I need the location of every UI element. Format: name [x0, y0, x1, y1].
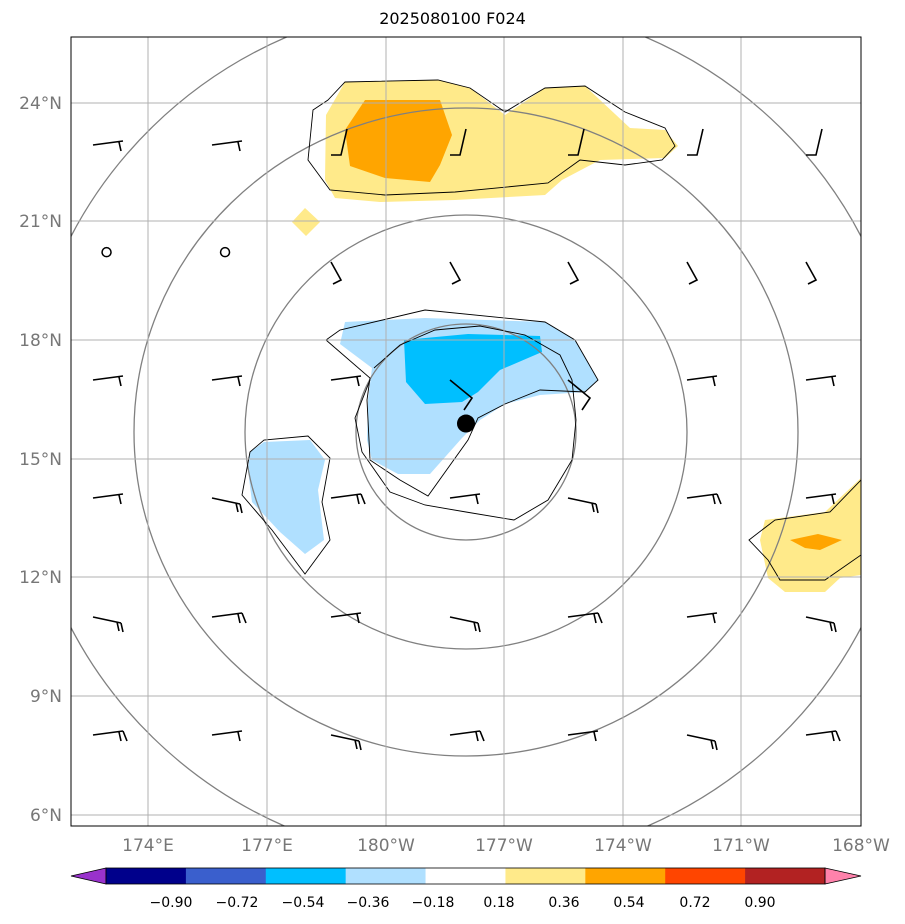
colorbar-segment — [345, 868, 427, 884]
wind-barb — [805, 261, 818, 285]
colorbar-tick-label: 0.18 — [483, 895, 514, 911]
wind-barb — [330, 261, 343, 285]
wind-barb — [330, 612, 362, 624]
wind-barb — [211, 730, 243, 742]
wind-barb — [92, 493, 124, 505]
colorbar-segment — [185, 868, 267, 884]
wind-barb — [686, 375, 718, 387]
wind-barb — [567, 730, 599, 742]
wind-barb — [805, 493, 837, 505]
wind-barb — [92, 616, 124, 633]
lat-label: 12°N — [19, 568, 62, 588]
wind-barb — [449, 493, 481, 505]
colorbar-frame — [105, 867, 826, 885]
wind-barb — [567, 261, 580, 285]
negative-shading-west — [248, 440, 325, 554]
wind-barb — [211, 140, 243, 152]
lon-label: 180°W — [357, 836, 415, 856]
wind-barb — [211, 612, 247, 624]
storm-center-marker — [457, 414, 475, 433]
gridlines — [71, 37, 861, 826]
lat-label: 6°N — [30, 806, 62, 826]
wind-barb — [331, 128, 348, 156]
longitude-labels: 174°E 177°E 180°W 177°W 174°W 171°W 168°… — [122, 836, 890, 856]
wind-barb — [330, 734, 362, 751]
wind-barb — [567, 379, 592, 411]
colorbar-segment — [585, 868, 666, 884]
wind-barb — [450, 128, 467, 156]
wind-barb — [330, 493, 366, 505]
wind-barb — [686, 612, 718, 624]
wind-barb — [687, 128, 704, 156]
lon-label: 174°W — [594, 836, 652, 856]
lat-label: 18°N — [19, 331, 62, 351]
wind-barb — [567, 612, 603, 624]
colorbar-tick-labels: −0.90 −0.72 −0.54 −0.36 −0.18 0.18 0.36 … — [150, 895, 776, 911]
colorbar-segment — [265, 868, 347, 884]
colorbar-tick-label: 0.36 — [548, 895, 579, 911]
wind-barb — [92, 375, 124, 387]
colorbar-segment — [425, 868, 506, 884]
wind-barb — [449, 379, 474, 411]
calm-wind-marker — [101, 246, 112, 258]
calm-wind-marker — [219, 246, 231, 258]
strong-negative-shading-center — [404, 334, 542, 404]
latitude-labels: 24°N 21°N 18°N 15°N 12°N 9°N 6°N — [19, 94, 62, 826]
lat-label: 21°N — [19, 212, 62, 232]
wind-barbs — [92, 128, 841, 751]
colorbar-segment — [745, 868, 826, 884]
wind-barb — [686, 493, 722, 505]
wind-barb — [568, 128, 585, 156]
wind-barb — [449, 730, 485, 742]
station-markers — [101, 246, 475, 433]
wind-barb — [92, 730, 128, 742]
colorbar-tick-label: −0.54 — [282, 895, 325, 911]
contour-outlines — [241, 79, 861, 581]
colorbar-tick-label: −0.72 — [216, 895, 259, 911]
wind-barb — [330, 375, 362, 387]
colorbar — [70, 867, 862, 885]
colorbar-segment — [106, 868, 187, 884]
wind-barb — [805, 375, 837, 387]
lon-label: 177°W — [475, 836, 533, 856]
colorbar-tick-label: −0.18 — [412, 895, 455, 911]
chart-title: 2025080100 F024 — [379, 9, 526, 28]
range-circles — [71, 37, 861, 826]
lon-label: 177°E — [241, 836, 293, 856]
colorbar-tick-label: 0.72 — [679, 895, 710, 911]
lat-label: 9°N — [30, 687, 62, 707]
colorbar-tick-label: −0.90 — [150, 895, 193, 911]
wind-barb — [805, 616, 837, 633]
plot-frame — [70, 36, 862, 827]
lon-label: 171°W — [712, 836, 770, 856]
colorbar-extend-high — [824, 867, 862, 885]
wind-barb — [806, 128, 823, 156]
colorbar-tick-label: 0.54 — [613, 895, 644, 911]
colorbar-segment — [665, 868, 746, 884]
colorbar-tick-label: 0.90 — [744, 895, 775, 911]
colorbar-extend-low — [70, 867, 107, 885]
wind-barb — [211, 497, 243, 514]
lat-label: 24°N — [19, 94, 62, 114]
lat-label: 15°N — [19, 450, 62, 470]
wind-barb — [449, 261, 462, 285]
lon-label: 174°E — [122, 836, 174, 856]
wind-barb — [92, 140, 124, 152]
wind-barb — [567, 497, 599, 514]
strong-positive-shading-east — [790, 534, 842, 550]
colorbar-tick-label: −0.36 — [347, 895, 390, 911]
lon-label: 168°W — [832, 836, 890, 856]
wind-barb — [686, 734, 718, 751]
wind-barb — [686, 261, 699, 285]
wind-barb — [449, 616, 481, 633]
wind-barb — [805, 730, 841, 742]
colorbar-segment — [505, 868, 586, 884]
shaded-field-layer — [248, 80, 861, 592]
strong-positive-shading-north — [345, 100, 452, 182]
positive-shading-north-small — [292, 208, 320, 236]
wind-barb — [211, 375, 243, 387]
